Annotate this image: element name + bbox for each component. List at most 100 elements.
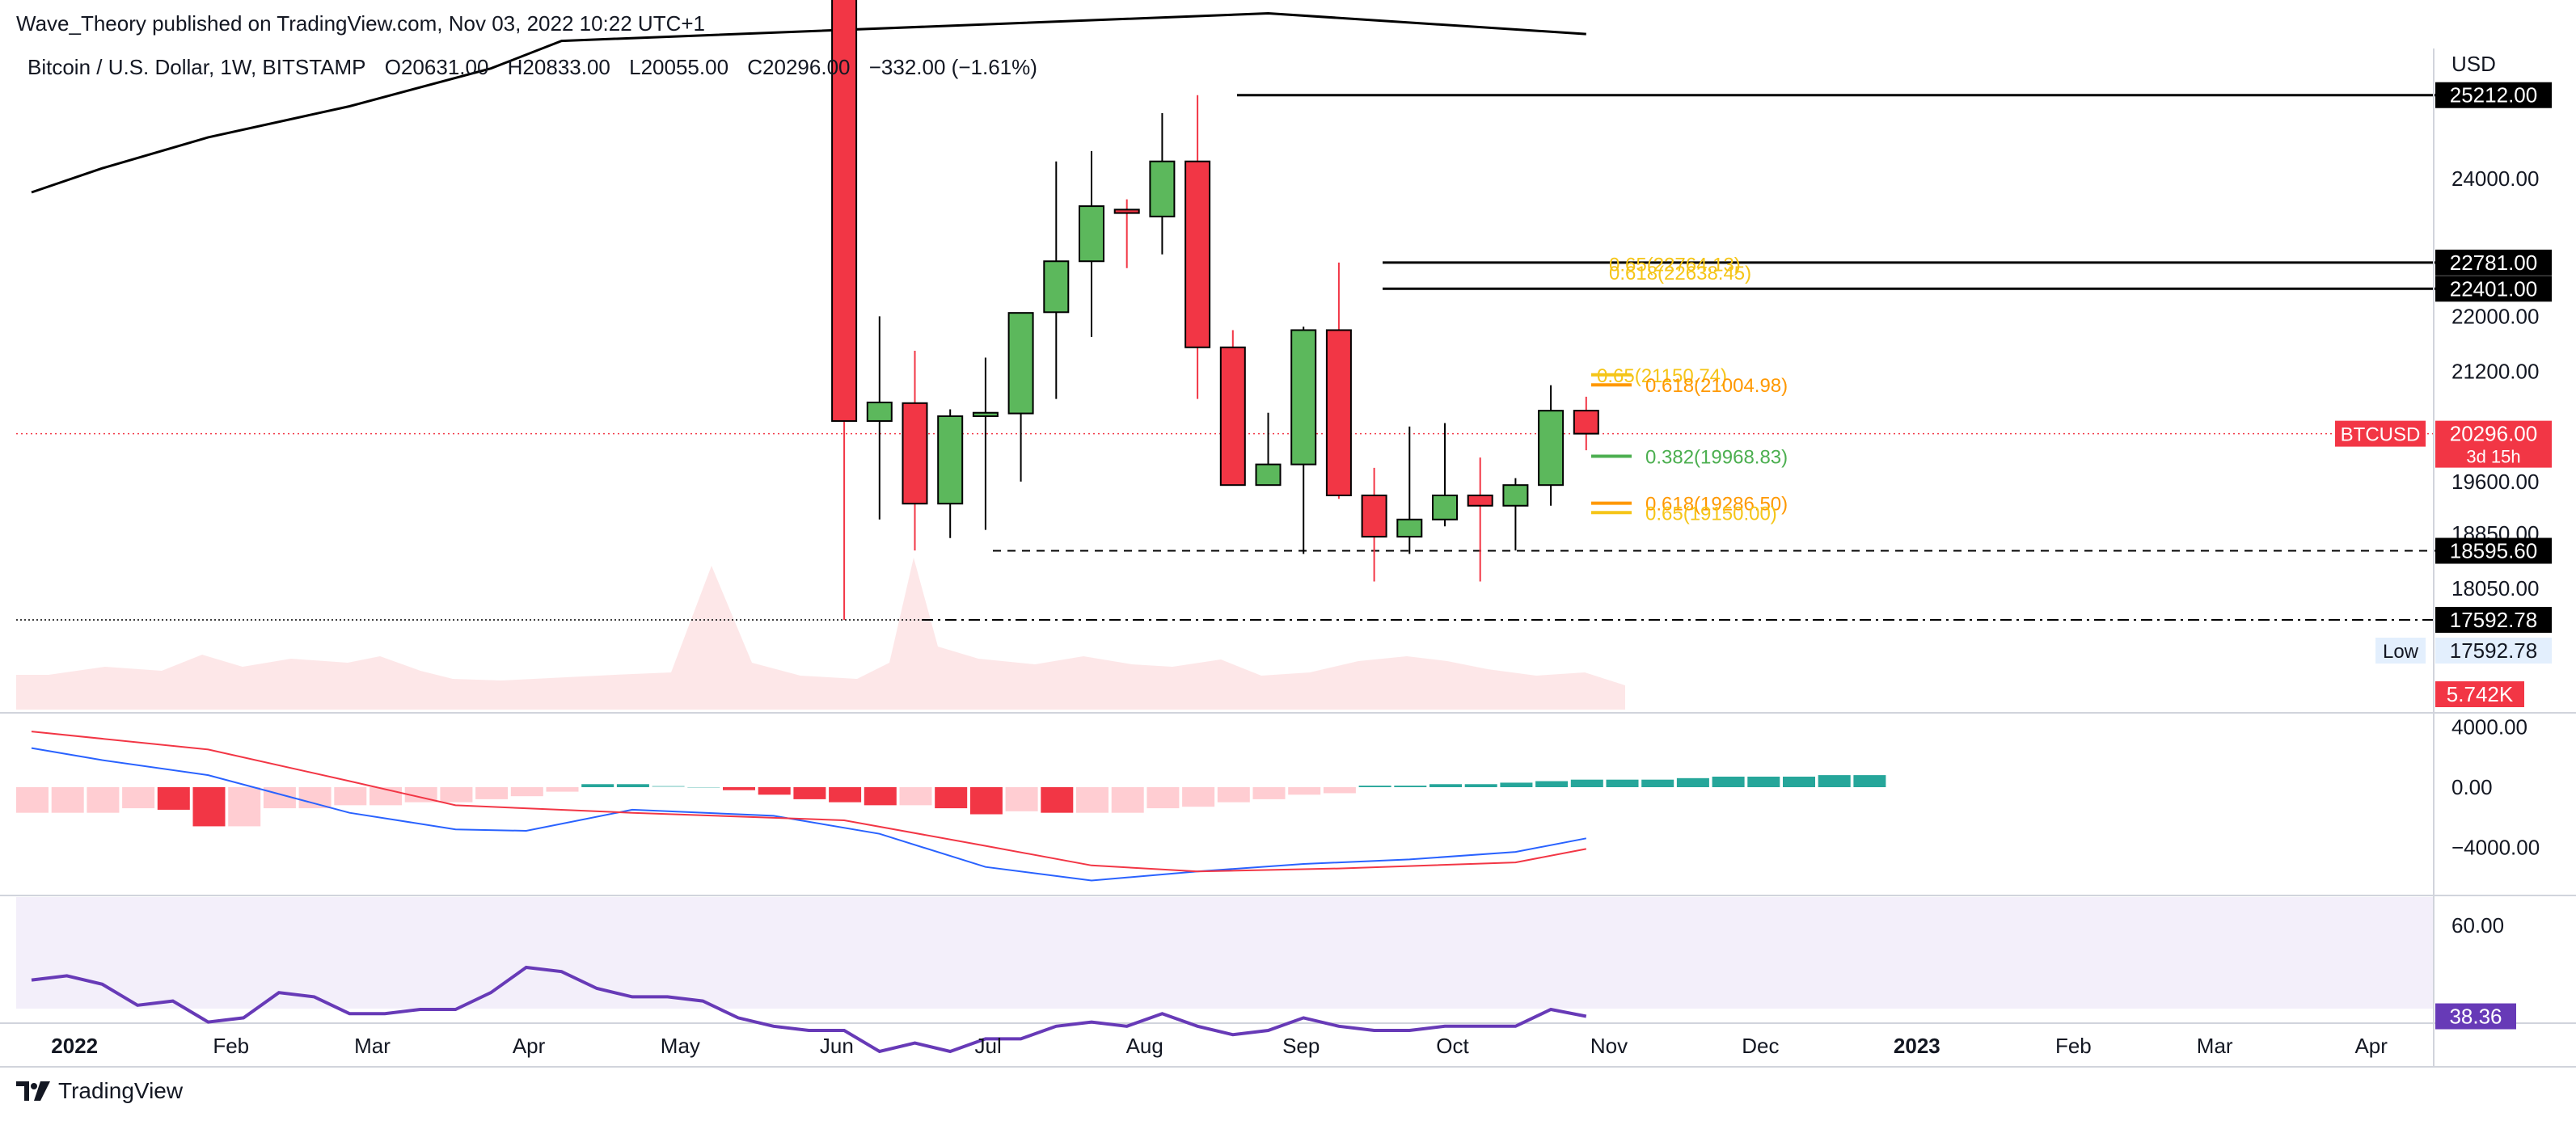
candle-body (1538, 410, 1565, 487)
price-tick-label: 21200.00 (2451, 360, 2539, 384)
macd-histogram-bar (652, 786, 685, 787)
macd-histogram-bar (1288, 787, 1321, 795)
price-label: 17592.78 (2450, 608, 2537, 632)
macd-histogram-bar (1676, 777, 1709, 787)
candle (1185, 95, 1211, 399)
macd-histogram-bar (1182, 787, 1215, 807)
candle (1113, 199, 1140, 268)
candle-body (1467, 494, 1493, 507)
macd-histogram-bar (1712, 776, 1745, 787)
time-tick-label: Nov (1590, 1034, 1628, 1058)
fib-label: 0.618(19286.50) (1645, 494, 1788, 516)
macd-histogram-bar (1464, 784, 1497, 787)
candle-body (1396, 518, 1423, 538)
candle-body (1219, 346, 1246, 487)
fib-label: 0.618(21004.98) (1645, 375, 1788, 397)
macd-histogram-bar (475, 787, 509, 799)
price-tick-label: 19600.00 (2451, 470, 2539, 494)
time-axis: 2022 Feb Mar Apr May Jun Jul Aug Sep Oct Nov Dec 202… (0, 1034, 2576, 1068)
rsi-tick-label: 60.00 (2451, 913, 2504, 938)
macd-tick-label: 0.00 (2451, 775, 2493, 799)
macd-histogram-bar (1500, 782, 1533, 787)
time-tick-label: Jul (975, 1034, 1002, 1058)
ohlc-low: L20055.00 (629, 55, 729, 79)
candle-body (1290, 329, 1317, 466)
macd-histogram-bar (122, 787, 155, 809)
low-label-box (2375, 638, 2426, 664)
candle-body (902, 402, 928, 505)
macd-histogram-bar (1076, 787, 1109, 813)
time-tick-label: Aug (1126, 1034, 1163, 1058)
macd-histogram-bar (440, 787, 473, 803)
macd-histogram-bar (1429, 784, 1462, 787)
ohlc-close: C20296.00 (747, 55, 851, 79)
current-price-box (2435, 420, 2552, 468)
ohlc-high: H20833.00 (507, 55, 610, 79)
candle-body (1149, 160, 1176, 217)
time-tick-label: Feb (2055, 1034, 2092, 1058)
time-tick-label: Sep (1282, 1034, 1320, 1058)
macd-histogram-bar (1005, 787, 1038, 811)
candle (1079, 150, 1104, 337)
candle-body (1185, 160, 1211, 348)
volume-label-box (2435, 681, 2524, 707)
rsi-current-box (2435, 1003, 2516, 1030)
candle-body (1043, 260, 1070, 314)
candle-body (1573, 410, 1599, 435)
macd-histogram-bar (793, 787, 826, 799)
time-tick-label: Jun (820, 1034, 854, 1058)
candle (1396, 426, 1423, 554)
macd-histogram-bar (899, 787, 932, 806)
candle (902, 351, 928, 551)
price-tick-label: 24000.00 (2451, 166, 2539, 191)
candle-body (1007, 312, 1034, 415)
time-tick-label: Apr (2354, 1034, 2388, 1058)
footer-brand[interactable]: TradingView (16, 1078, 183, 1104)
time-tick-label: Mar (354, 1034, 391, 1058)
main-price-pane: 0.65(22764.13)0.618(22638.45)0.65(21150.… (0, 0, 2576, 1024)
macd-histogram-bar (935, 787, 968, 809)
time-tick-label: 2022 (51, 1034, 98, 1058)
macd-histogram-bar (546, 787, 579, 792)
candle-body (1325, 329, 1352, 496)
macd-histogram-bar (1535, 781, 1569, 787)
price-tick-label: 22000.00 (2451, 304, 2539, 328)
candle (1043, 161, 1070, 399)
candle (1432, 423, 1458, 527)
macd-histogram-bar (1252, 787, 1286, 799)
candle (1255, 412, 1282, 487)
symbol-badge: BTCUSD (2341, 424, 2421, 446)
macd-line (31, 747, 1586, 882)
candle (1219, 330, 1246, 487)
price-label: 22401.00 (2450, 276, 2537, 301)
symbol-name[interactable]: Bitcoin / U.S. Dollar, 1W, BITSTAMP (27, 55, 366, 79)
macd-histogram-bar (51, 787, 84, 813)
macd-histogram-bar (16, 787, 49, 813)
fib-label: 0.618(22638.45) (1609, 263, 1751, 284)
macd-pane (16, 731, 1886, 882)
macd-histogram-bar (192, 787, 226, 827)
candle (937, 409, 964, 538)
candle (1149, 113, 1176, 255)
candle-body (1502, 484, 1529, 507)
macd-histogram-bar (758, 787, 791, 795)
countdown-label: 3d 15h (2466, 447, 2520, 467)
low-value-box (2435, 638, 2552, 664)
time-tick-label: Dec (1742, 1034, 1779, 1058)
macd-histogram-bar (228, 787, 261, 827)
price-tick-label: 18050.00 (2451, 576, 2539, 600)
macd-histogram-bar (864, 787, 897, 806)
symbol-info: Bitcoin / U.S. Dollar, 1W, BITSTAMP O206… (27, 55, 1050, 80)
candle-body (1361, 494, 1387, 538)
price-label-box (2435, 82, 2552, 108)
macd-histogram-bar (969, 787, 1003, 815)
candle (1361, 467, 1387, 582)
macd-histogram-bar (1394, 786, 1427, 787)
volume-area (16, 558, 1625, 710)
volume-label: 5.742K (2447, 682, 2514, 706)
price-label: 22781.00 (2450, 251, 2537, 275)
candle (866, 316, 893, 520)
symbol-badge-box (2335, 420, 2426, 447)
macd-histogram-bar (1818, 775, 1851, 787)
